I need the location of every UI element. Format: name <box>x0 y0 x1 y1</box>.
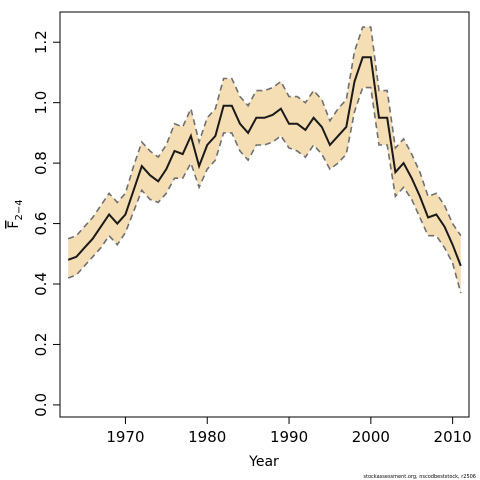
estimate-line <box>67 56 462 267</box>
x-axis-title: Year <box>248 454 279 470</box>
y-tick-label: 0.4 <box>32 272 50 296</box>
y-axis-title-subscript: 2−4 <box>14 199 25 220</box>
svg-text:F2−4: F2−4 <box>6 199 25 228</box>
confidence-upper-bound <box>67 26 462 240</box>
plot-area <box>67 26 462 294</box>
x-tick-label: 2000 <box>352 428 390 446</box>
y-axis: 0.0 0.2 0.4 0.6 0.8 1.0 1.2 <box>32 30 60 417</box>
credit-text: stockassessment.org, nscodbeststock, r25… <box>363 474 476 480</box>
y-axis-title-main: F <box>6 221 22 229</box>
x-tick-label: 1980 <box>188 428 226 446</box>
y-tick-label: 0.2 <box>32 333 50 357</box>
confidence-lower-bound <box>67 86 462 294</box>
y-axis-title: F2−4 <box>6 199 25 228</box>
confidence-band <box>68 27 461 294</box>
y-tick-label: 0.8 <box>32 151 50 175</box>
y-tick-label: 1.2 <box>32 30 50 54</box>
x-tick-label: 2010 <box>434 428 472 446</box>
plot-frame <box>59 11 470 418</box>
y-tick-label: 1.0 <box>32 91 50 115</box>
x-tick-label: 1970 <box>106 428 144 446</box>
x-axis: 1970 1980 1990 2000 2010 <box>106 417 472 446</box>
y-tick-label: 0.6 <box>32 212 50 236</box>
y-tick-label: 0.0 <box>32 393 50 417</box>
x-tick-label: 1990 <box>270 428 308 446</box>
